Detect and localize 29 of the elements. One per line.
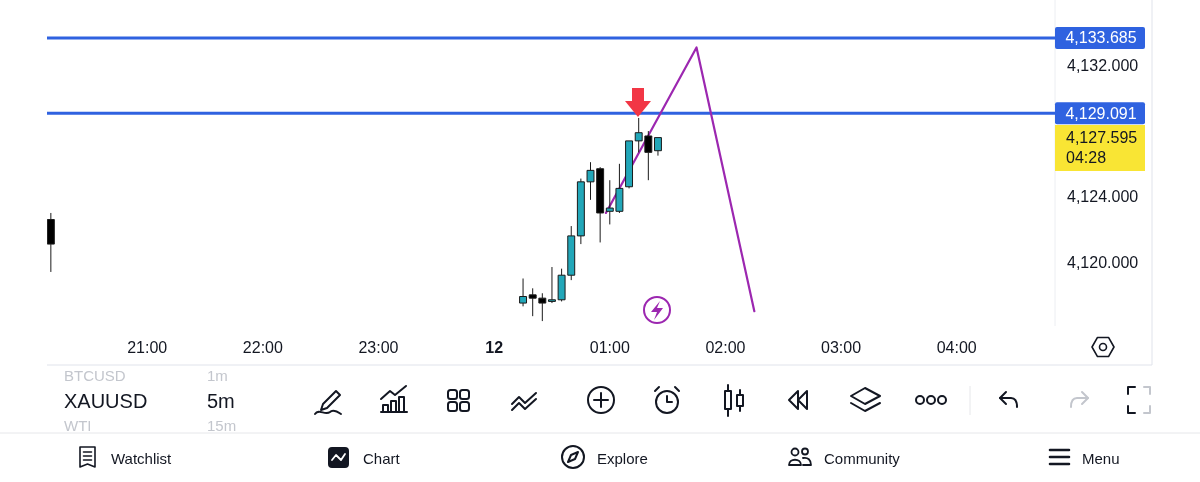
text: Watchlist [111,449,173,467]
x-tick-label: 23:00 [358,338,399,356]
candlestick [625,140,634,189]
candlestick [519,277,528,307]
text: Chart [363,449,401,467]
text: Community [824,449,901,467]
candlestick [654,137,662,157]
x-tick-label: 01:00 [589,338,630,356]
text: 15m [207,416,237,434]
text: 1m [207,366,228,384]
text: BTCUSD [64,366,126,384]
x-tick-label: 12 [485,338,504,356]
text: Explore [597,449,648,467]
y-tick-label: 4,132.000 [1067,57,1139,75]
text: 5m [207,390,235,412]
text: 04:28 [1066,148,1107,166]
ref-line-label: 4,129.091 [1065,104,1137,122]
x-tick-label: 03:00 [821,338,862,356]
ref-line-label: 4,133.685 [1065,29,1137,47]
x-tick-label: 21:00 [127,338,168,356]
text: WTI [64,416,92,434]
x-tick-label: 02:00 [705,338,746,356]
text: XAUUSD [64,390,148,412]
x-tick-label: 04:00 [936,338,977,356]
y-tick-label: 4,120.000 [1067,253,1139,271]
text: 4,127.595 [1066,128,1138,146]
x-tick-label: 22:00 [242,338,283,356]
text: Menu [1082,449,1120,467]
y-tick-label: 4,124.000 [1067,188,1139,206]
